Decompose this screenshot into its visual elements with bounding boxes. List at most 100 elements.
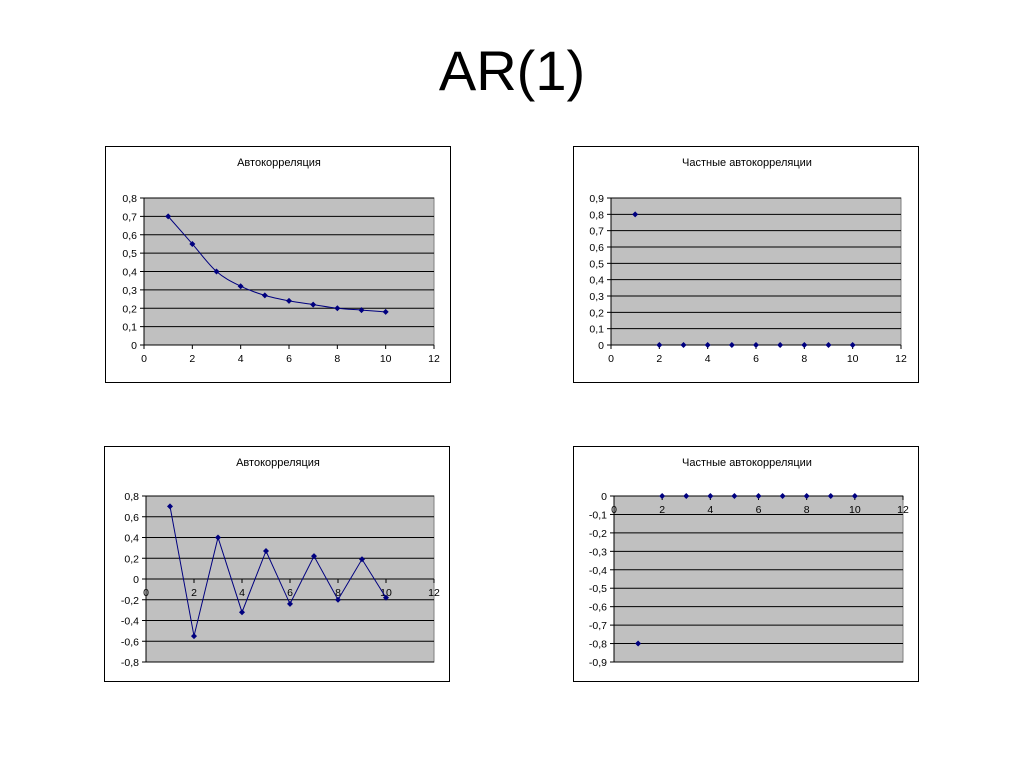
x-tick-label: 8 bbox=[335, 587, 341, 599]
chart-panel-partial-autocorrelation-positive: Частные автокорреляции 0 0,1 0,2 0,3 0,4 0,5 0,… bbox=[573, 146, 919, 383]
plot-area bbox=[613, 495, 904, 663]
x-tick-label: 10 bbox=[847, 353, 859, 365]
x-tick-label: 10 bbox=[380, 587, 392, 599]
data-point bbox=[755, 493, 762, 499]
y-tick-label: 0,6 bbox=[124, 512, 139, 524]
y-tick-label: -0,6 bbox=[121, 636, 139, 648]
x-tick-label: 10 bbox=[380, 353, 392, 365]
y-tick-label: 0,4 bbox=[124, 533, 139, 545]
y-tick-label: -0,6 bbox=[589, 602, 607, 614]
series-line bbox=[167, 216, 386, 313]
data-point bbox=[263, 547, 269, 554]
y-tick-label: -0,7 bbox=[589, 620, 607, 632]
data-point bbox=[191, 633, 197, 640]
y-tick-label: 0,1 bbox=[589, 324, 604, 336]
y-tick-label: 0,2 bbox=[589, 307, 604, 319]
y-tick-label: -0,8 bbox=[121, 657, 139, 669]
data-point bbox=[334, 305, 341, 312]
plot-area bbox=[610, 197, 902, 346]
data-point bbox=[731, 493, 738, 499]
x-tick-label: 2 bbox=[191, 587, 197, 599]
x-tick-label: 6 bbox=[287, 587, 293, 599]
y-tick-label: 0,5 bbox=[122, 248, 137, 260]
y-tick-label: 0,6 bbox=[589, 242, 604, 254]
y-tick-label: 0,7 bbox=[589, 226, 604, 238]
series-line bbox=[169, 506, 387, 637]
y-tick-label: 0,8 bbox=[124, 491, 139, 503]
y-tick-label: 0,4 bbox=[589, 275, 604, 287]
x-tick-label: 0 bbox=[143, 587, 149, 599]
x-tick-label: 2 bbox=[659, 504, 665, 516]
y-tick-label: 0,1 bbox=[122, 322, 137, 334]
x-tick-label: 10 bbox=[849, 504, 861, 516]
y-tick-label: -0,5 bbox=[589, 583, 607, 595]
y-tick-label: 0,2 bbox=[122, 303, 137, 315]
y-tick-label: 0,8 bbox=[122, 193, 137, 205]
x-tick-label: 0 bbox=[611, 504, 617, 516]
y-tick-label: 0,2 bbox=[124, 553, 139, 565]
data-point bbox=[335, 596, 341, 603]
data-point bbox=[382, 308, 389, 315]
y-tick-label: -0,4 bbox=[121, 616, 139, 628]
data-point bbox=[704, 342, 711, 348]
y-tick-label: 0,3 bbox=[122, 285, 137, 297]
y-tick-label: -0,2 bbox=[121, 595, 139, 607]
data-point bbox=[779, 493, 786, 499]
y-tick-label: 0,3 bbox=[589, 291, 604, 303]
data-point bbox=[851, 493, 858, 499]
data-point bbox=[683, 493, 690, 499]
chart-svg: Частные автокорреляции -0,9 -0,8 -0,7 -0,6 -0… bbox=[589, 457, 909, 669]
chart-svg: Автокорреляция 0 0,1 0,2 0,3 0,4 0,5 0,6 0,7 0,8 0… bbox=[122, 157, 440, 365]
data-point bbox=[261, 292, 268, 299]
x-tick-label: 12 bbox=[428, 353, 440, 365]
x-tick-label: 6 bbox=[756, 504, 762, 516]
data-point bbox=[753, 342, 759, 348]
chart-panel-autocorrelation-positive: Автокорреляция 0 0,1 0,2 0,3 0,4 0,5 0,6 0,7 0,8 0… bbox=[105, 146, 451, 383]
y-tick-label: 0,9 bbox=[589, 193, 604, 205]
x-tick-label: 6 bbox=[753, 353, 759, 365]
y-tick-label: -0,4 bbox=[589, 565, 607, 577]
data-point bbox=[777, 342, 784, 348]
y-tick-label: 0,8 bbox=[589, 209, 604, 221]
chart-title: Автокорреляция bbox=[237, 157, 321, 169]
y-tick-label: -0,8 bbox=[589, 639, 607, 651]
data-point bbox=[707, 493, 714, 499]
data-point bbox=[167, 503, 173, 510]
x-tick-label: 6 bbox=[286, 353, 292, 365]
y-tick-label: -0,3 bbox=[589, 546, 607, 558]
y-tick-label: 0 bbox=[598, 340, 604, 352]
data-point bbox=[656, 342, 663, 348]
data-point bbox=[801, 342, 808, 348]
data-point bbox=[680, 342, 687, 348]
y-tick-label: -0,9 bbox=[589, 657, 607, 669]
data-point bbox=[659, 493, 666, 499]
data-point bbox=[632, 211, 639, 218]
data-point bbox=[803, 493, 810, 499]
x-tick-label: 2 bbox=[189, 353, 195, 365]
data-point bbox=[239, 609, 245, 616]
chart-panel-partial-autocorrelation-negative: Частные автокорреляции -0,9 -0,8 -0,7 -0,6 -0… bbox=[573, 446, 919, 682]
x-tick-label: 8 bbox=[804, 504, 810, 516]
data-point bbox=[287, 600, 293, 607]
slide-title: AR(1) bbox=[438, 39, 586, 102]
data-point bbox=[383, 594, 389, 601]
y-tick-label: -0,1 bbox=[589, 509, 607, 521]
y-tick-label: 0,6 bbox=[122, 230, 137, 242]
data-point bbox=[358, 307, 365, 314]
x-tick-label: 4 bbox=[239, 587, 245, 599]
data-point bbox=[237, 283, 244, 290]
x-tick-label: 4 bbox=[705, 353, 711, 365]
data-point bbox=[849, 342, 856, 348]
x-tick-label: 0 bbox=[141, 353, 147, 365]
y-tick-label: 0 bbox=[133, 574, 139, 586]
chart-svg: Автокорреляция -0,8 -0,6 -0,4 -0,2 0 0,2 0,4 0,6… bbox=[121, 457, 440, 669]
x-tick-label: 12 bbox=[895, 353, 907, 365]
data-point bbox=[728, 342, 735, 348]
data-point bbox=[213, 268, 220, 275]
data-point bbox=[827, 493, 834, 499]
data-point bbox=[359, 556, 365, 563]
y-tick-label: 0,7 bbox=[122, 211, 137, 223]
data-point bbox=[189, 240, 196, 247]
x-tick-label: 12 bbox=[428, 587, 440, 599]
data-point bbox=[286, 297, 292, 304]
